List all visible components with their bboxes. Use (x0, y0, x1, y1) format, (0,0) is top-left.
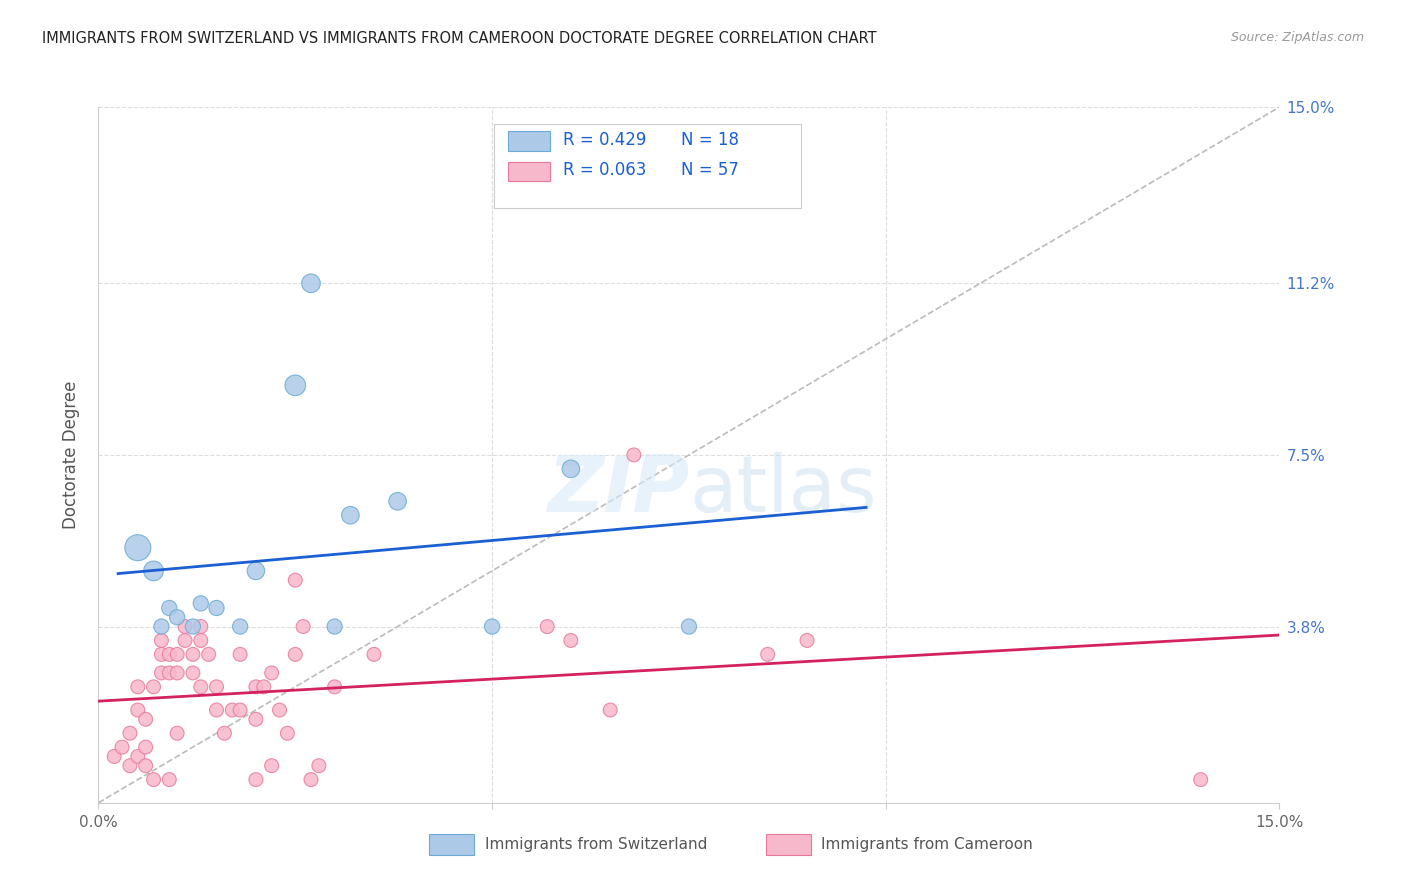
Point (157, 665, 180, 680)
Point (245, 564, 267, 578)
Point (135, 712, 157, 726)
Text: R = 0.063: R = 0.063 (562, 161, 645, 179)
Point (796, 633, 818, 648)
Point (142, 772, 165, 787)
Point (245, 680, 267, 694)
FancyBboxPatch shape (494, 124, 801, 208)
Text: R = 0.429: R = 0.429 (562, 131, 645, 149)
FancyBboxPatch shape (429, 834, 474, 855)
Point (253, 680, 276, 694)
Point (269, 703, 291, 717)
Point (221, 703, 243, 717)
Point (292, 619, 315, 633)
Point (157, 648, 180, 662)
Point (323, 680, 346, 694)
Text: N = 57: N = 57 (681, 161, 738, 179)
Point (150, 619, 173, 633)
Point (166, 665, 188, 680)
Point (127, 541, 149, 555)
Point (560, 633, 582, 648)
Point (599, 703, 621, 717)
Point (245, 772, 267, 787)
Point (245, 712, 267, 726)
Point (284, 573, 307, 587)
Point (181, 665, 204, 680)
Point (103, 749, 125, 764)
Point (181, 648, 204, 662)
Point (756, 648, 779, 662)
Point (127, 680, 149, 694)
Point (623, 448, 645, 462)
Point (299, 772, 322, 787)
Text: N = 18: N = 18 (681, 131, 738, 149)
Point (174, 619, 197, 633)
Point (260, 665, 283, 680)
Point (142, 564, 165, 578)
Point (150, 665, 173, 680)
Point (166, 610, 188, 624)
Point (157, 601, 180, 615)
Point (1189, 772, 1212, 787)
Point (150, 633, 173, 648)
Text: IMMIGRANTS FROM SWITZERLAND VS IMMIGRANTS FROM CAMEROON DOCTORATE DEGREE CORRELA: IMMIGRANTS FROM SWITZERLAND VS IMMIGRANT… (42, 31, 877, 46)
Point (190, 633, 212, 648)
Point (205, 680, 228, 694)
Point (229, 648, 252, 662)
Point (174, 633, 197, 648)
Point (284, 648, 307, 662)
Y-axis label: Doctorate Degree: Doctorate Degree (62, 381, 80, 529)
Point (214, 726, 236, 740)
Text: Source: ZipAtlas.com: Source: ZipAtlas.com (1230, 31, 1364, 45)
Point (127, 703, 149, 717)
Point (387, 494, 409, 508)
Point (260, 758, 283, 772)
Point (150, 648, 173, 662)
Point (127, 749, 149, 764)
FancyBboxPatch shape (766, 834, 811, 855)
Point (308, 758, 330, 772)
Text: atlas: atlas (689, 451, 876, 528)
Point (276, 726, 298, 740)
Point (157, 772, 180, 787)
Point (111, 740, 134, 755)
Point (678, 619, 700, 633)
Point (166, 726, 188, 740)
Point (339, 508, 361, 523)
Point (363, 648, 385, 662)
Point (536, 619, 558, 633)
Text: ZIP: ZIP (547, 451, 689, 528)
Point (142, 680, 165, 694)
Point (190, 596, 212, 610)
Point (190, 680, 212, 694)
Point (284, 378, 307, 392)
Point (181, 619, 204, 633)
Point (190, 619, 212, 633)
FancyBboxPatch shape (508, 131, 550, 151)
Point (118, 726, 141, 740)
Point (118, 758, 141, 772)
Point (205, 703, 228, 717)
Point (135, 740, 157, 755)
Point (229, 619, 252, 633)
FancyBboxPatch shape (508, 162, 550, 181)
Text: Immigrants from Switzerland: Immigrants from Switzerland (485, 837, 707, 852)
Point (481, 619, 503, 633)
Text: Immigrants from Cameroon: Immigrants from Cameroon (821, 837, 1033, 852)
Point (135, 758, 157, 772)
Point (560, 462, 582, 476)
Point (323, 619, 346, 633)
Point (205, 601, 228, 615)
Point (299, 277, 322, 291)
Point (166, 648, 188, 662)
Point (229, 703, 252, 717)
Point (197, 648, 219, 662)
